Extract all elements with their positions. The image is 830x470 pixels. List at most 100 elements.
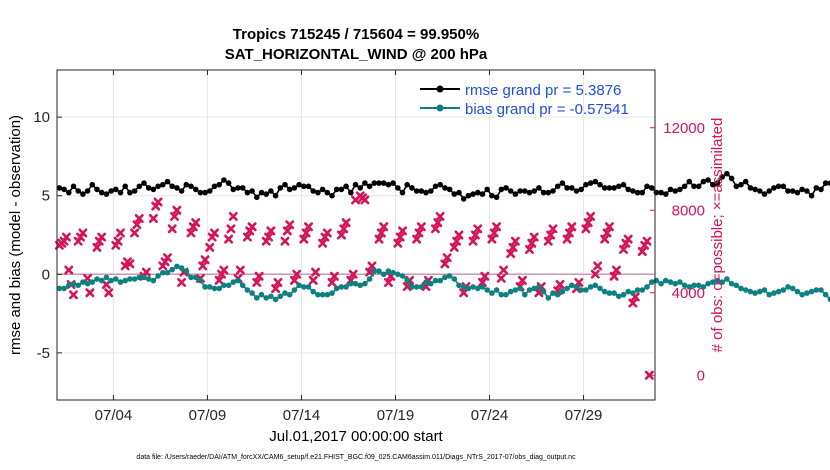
bias-point <box>550 290 556 296</box>
x-axis-ticks: 07/04 07/09 07/14 07/19 07/24 07/29 <box>95 70 602 424</box>
obs-assimilated-marker <box>318 238 328 248</box>
bias-point <box>329 290 335 296</box>
bias-point <box>507 288 514 295</box>
rmse-point <box>390 180 396 186</box>
bias-point <box>526 287 533 293</box>
bias-point <box>648 279 655 285</box>
y-right-tick-label: 8000 <box>672 202 705 219</box>
bias-point <box>794 288 801 295</box>
obs-assimilated-marker <box>167 224 177 234</box>
rmse-point <box>56 185 63 191</box>
bias-point <box>103 274 110 281</box>
obs-assimilated-marker <box>379 222 389 232</box>
bias-point <box>714 277 721 284</box>
obs-assimilated-marker <box>282 226 292 236</box>
rmse-point <box>399 189 406 196</box>
bias-point <box>183 268 190 274</box>
rmse-point <box>428 188 434 194</box>
obs-assimilated-marker <box>489 228 499 238</box>
rmse-point <box>301 183 307 190</box>
rmse-point <box>475 189 481 196</box>
rmse-point <box>625 186 631 193</box>
bias-point <box>432 277 439 284</box>
rmse-point <box>804 188 810 194</box>
bias-point <box>738 285 744 292</box>
bias-point <box>225 282 232 289</box>
bias-point <box>291 287 298 293</box>
rmse-point <box>155 183 161 190</box>
bias-point <box>456 282 462 289</box>
bias-point <box>357 282 364 289</box>
bias-point <box>564 285 570 292</box>
bias-point <box>587 284 594 290</box>
rmse-point <box>526 189 533 196</box>
rmse-point <box>141 180 147 186</box>
rmse-point <box>235 185 241 191</box>
obs-assimilated-marker <box>224 234 234 244</box>
bias-point <box>691 282 697 289</box>
bias-point <box>813 287 820 293</box>
bias-point <box>653 277 660 284</box>
rmse-point <box>352 181 359 188</box>
rmse-point <box>578 186 584 193</box>
y-right-axis-label: # of obs: o=possible; ×=assimilated <box>709 118 726 353</box>
rmse-point <box>808 192 815 199</box>
rmse-point <box>380 180 387 186</box>
rmse-point <box>522 188 528 194</box>
obs-assimilated-marker <box>602 228 612 238</box>
obs-assimilated-marker <box>477 277 487 287</box>
rmse-point <box>554 183 561 190</box>
bias-point <box>512 287 519 293</box>
bias-point <box>625 288 631 295</box>
obs-assimilated-marker <box>637 247 647 256</box>
obs-assimilated-marker <box>487 234 497 244</box>
bias-point <box>822 291 829 298</box>
rmse-point <box>616 183 622 190</box>
y-right-tick-label: 4000 <box>672 285 705 302</box>
bias-point <box>503 291 509 298</box>
bias-point <box>475 285 481 292</box>
rmse-point <box>766 188 772 194</box>
obs-assimilated-marker <box>546 230 556 240</box>
obs-assimilated-marker <box>374 234 384 244</box>
rmse-point <box>272 192 279 199</box>
rmse-point <box>789 188 796 194</box>
rmse-point <box>164 178 171 185</box>
obs-assimilated-marker <box>85 288 95 298</box>
obs-assimilated-marker <box>480 271 490 281</box>
rmse-point <box>686 178 693 185</box>
rmse-point <box>258 189 265 196</box>
bias-point <box>75 282 81 289</box>
rmse-point <box>536 185 542 191</box>
rmse-point <box>705 177 711 183</box>
bias-point <box>268 293 274 300</box>
obs-assimilated-marker <box>586 211 596 221</box>
bias-point <box>404 277 411 284</box>
obs-assimilated-marker <box>619 244 629 254</box>
bias-point <box>61 285 67 292</box>
bias-point <box>573 284 580 290</box>
bias-point <box>211 285 218 292</box>
bias-point <box>98 277 105 284</box>
bias-point <box>785 284 791 290</box>
obs-assimilated-marker <box>590 269 600 279</box>
bias-point <box>630 290 636 296</box>
obs-assimilated-marker <box>393 238 403 248</box>
x-tick-label: 07/09 <box>189 407 227 424</box>
rmse-point <box>479 191 486 197</box>
rmse-point <box>761 191 768 197</box>
obs-assimilated-marker <box>162 253 172 263</box>
obs-assimilated-marker <box>200 255 210 265</box>
bias-point <box>338 284 345 290</box>
rmse-point <box>183 181 190 188</box>
rmse-point <box>489 192 495 199</box>
bias-point <box>423 279 429 285</box>
bias-point <box>122 277 128 284</box>
rmse-point <box>573 188 580 194</box>
bias-point <box>540 288 547 295</box>
bias-point <box>695 282 702 289</box>
rmse-point <box>249 188 255 194</box>
obs-assimilated-marker <box>322 228 332 238</box>
obs-assimilated-marker <box>435 211 445 221</box>
bias-point <box>301 284 307 290</box>
